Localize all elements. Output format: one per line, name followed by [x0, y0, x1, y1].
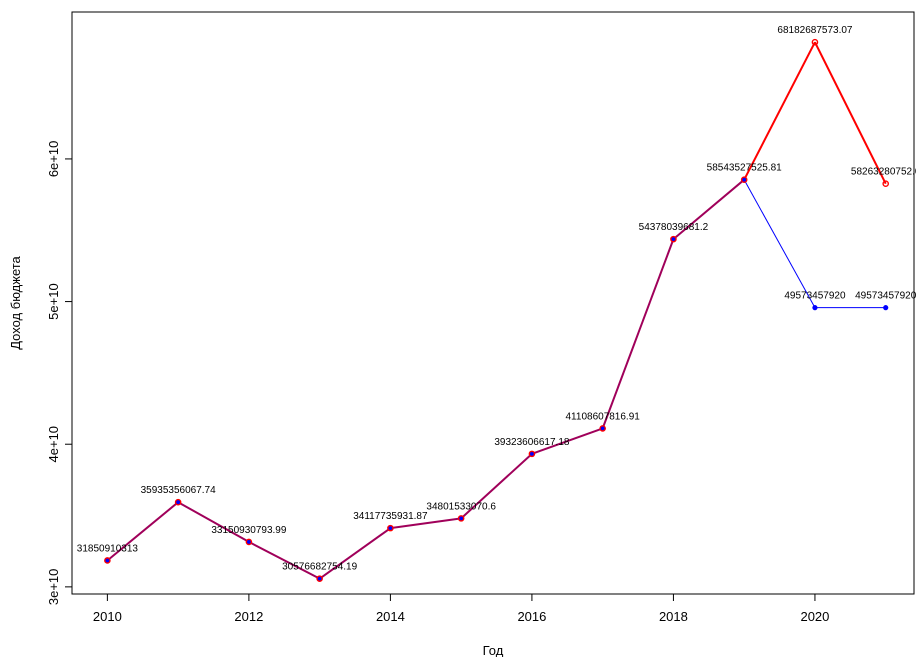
red-data-label: 33150930793.99	[211, 525, 287, 536]
blue-data-label: 49573457920	[855, 291, 916, 302]
x-axis: 2010 2012 2014 2016 2018 2020	[93, 593, 829, 624]
y-tick-label: 5e+10	[46, 283, 61, 320]
y-axis: 3e+10 4e+10 5e+10 6e+10	[46, 141, 73, 606]
shared-line-segment	[672, 178, 745, 240]
red-point	[599, 425, 606, 432]
red-point	[670, 235, 677, 243]
blue-point	[812, 305, 818, 311]
blue-point	[883, 305, 889, 311]
blue-point	[529, 451, 535, 457]
red-data-label: 39323606617.18	[494, 437, 570, 448]
blue-point	[104, 557, 110, 564]
y-tick-label: 3e+10	[46, 569, 61, 606]
blue-line-segment	[743, 179, 816, 308]
red-point	[457, 515, 465, 522]
red-data-label: 41108607816.91	[566, 411, 641, 422]
blue-point	[670, 236, 677, 242]
red-point	[387, 524, 394, 532]
red-point	[316, 575, 323, 582]
x-tick-label: 2018	[659, 609, 688, 624]
red-point	[528, 450, 536, 458]
red-point	[811, 38, 819, 46]
blue-point	[387, 525, 394, 531]
blue-point	[317, 576, 323, 582]
red-line-segment	[743, 41, 816, 181]
blue-data-label: 49573457920	[784, 291, 846, 302]
red-point	[174, 498, 182, 506]
red-data-label: 34117735931.87	[353, 511, 428, 522]
red-data-label: 58263280752.0	[851, 167, 916, 178]
red-line-segment	[814, 41, 887, 185]
y-axis-title: Доход бюджета	[8, 255, 23, 349]
blue-point	[741, 177, 747, 183]
x-tick-label: 2014	[376, 609, 405, 624]
x-axis-title: Год	[483, 643, 504, 657]
red-data-label: 58543527525.81	[707, 163, 783, 174]
red-point	[245, 538, 253, 546]
shared-line-segment	[248, 541, 321, 580]
shared-line-segment	[106, 501, 179, 562]
red-point	[882, 180, 889, 188]
blue-point	[458, 515, 464, 521]
y-tick-label: 6e+10	[46, 141, 61, 178]
x-tick-label: 2016	[517, 609, 546, 624]
y-tick-label: 4e+10	[46, 426, 61, 463]
red-data-label: 30576682754.19	[282, 562, 358, 573]
shared-line-segment	[390, 517, 462, 530]
x-tick-label: 2012	[234, 609, 263, 624]
blue-point	[175, 499, 181, 505]
blue-point	[600, 425, 606, 432]
x-tick-label: 2020	[800, 609, 829, 624]
blue-point	[246, 539, 252, 545]
shared-line-segment	[601, 238, 675, 429]
red-data-label: 54378039681.2	[639, 222, 709, 233]
red-point	[104, 557, 111, 564]
series-layer	[104, 38, 889, 582]
red-data-label: 34801533070.6	[426, 501, 496, 512]
red-data-label: 68182687573.07	[777, 25, 853, 36]
red-data-label: 31850910313	[77, 543, 139, 554]
x-tick-label: 2010	[93, 609, 122, 624]
shared-line-segment	[319, 527, 391, 580]
red-data-label: 35935356067.74	[141, 485, 217, 496]
data-label-layer: 31850910313 35935356067.74 33150930793.99 3…	[77, 25, 916, 572]
shared-line-segment	[531, 427, 604, 455]
red-point	[740, 176, 748, 184]
shared-line-segment	[177, 501, 250, 543]
shared-line-segment	[460, 453, 533, 520]
